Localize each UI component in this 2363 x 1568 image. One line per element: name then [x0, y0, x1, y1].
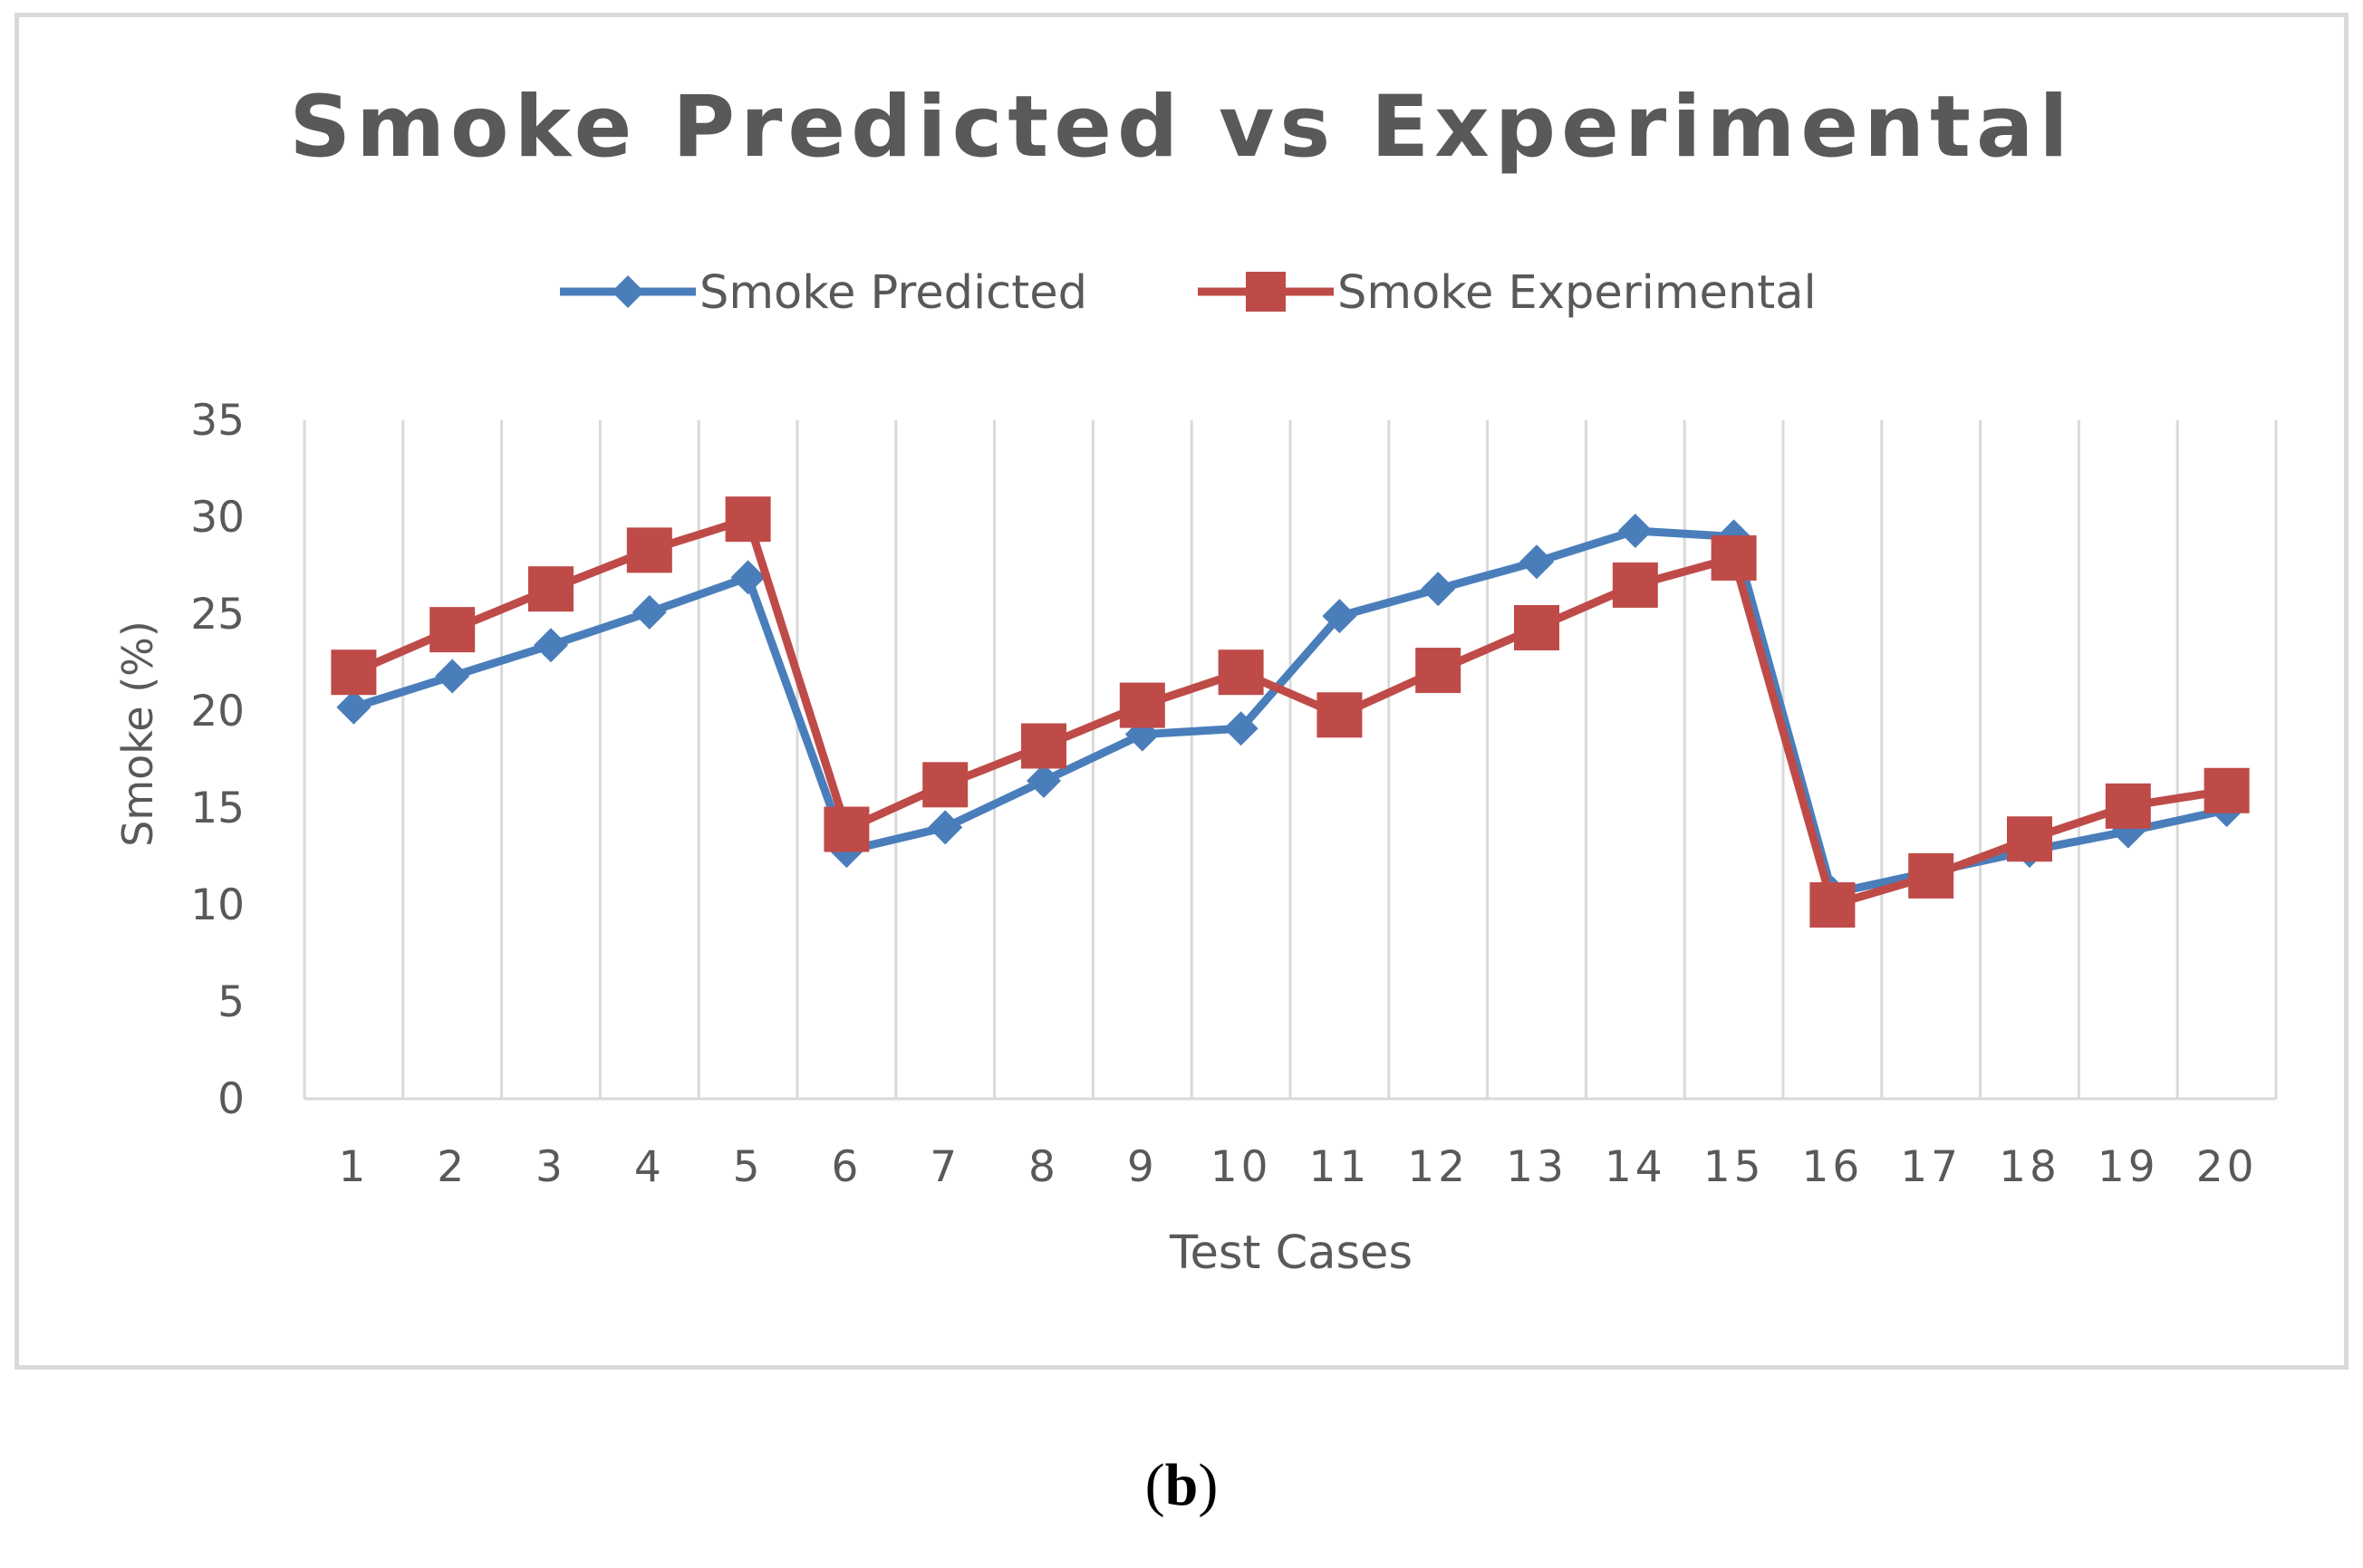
data-point-diamond: [534, 628, 568, 663]
chart-title: Smoke Predicted vs Experimental: [289, 78, 2073, 177]
x-tick-label: 20: [2196, 1142, 2258, 1192]
caption-letter: b: [1164, 1452, 1199, 1518]
data-point-diamond: [1617, 513, 1653, 548]
data-point-square: [1218, 649, 1264, 696]
data-point-diamond: [336, 689, 371, 725]
figure-caption: (b): [0, 1451, 2363, 1520]
x-tick-label: 3: [535, 1142, 566, 1192]
diamond-marker-icon: [612, 275, 644, 308]
data-point-square: [2007, 816, 2052, 862]
data-point-square: [429, 607, 476, 653]
y-tick-label: 30: [190, 493, 245, 543]
series-experimental: [331, 496, 2250, 928]
data-point-square: [2105, 783, 2151, 829]
y-axis-label: Smoke (%): [113, 620, 162, 847]
y-tick-label: 20: [190, 687, 245, 736]
data-point-diamond: [1421, 572, 1456, 607]
data-point-square: [528, 566, 574, 612]
series: [331, 496, 2250, 928]
y-tick-label: 35: [190, 396, 245, 446]
x-tick-label: 11: [1308, 1142, 1370, 1192]
x-tick-label: 9: [1127, 1142, 1158, 1192]
data-point-square: [1415, 648, 1461, 694]
legend-item-experimental: Smoke Experimental: [1198, 266, 1817, 320]
legend-label-experimental: Smoke Experimental: [1337, 266, 1817, 320]
data-point-diamond: [1223, 711, 1259, 746]
legend: Smoke Predicted Smoke Experimental: [560, 266, 1817, 320]
data-point-square: [1809, 882, 1856, 928]
data-point-square: [1612, 562, 1658, 608]
y-tick-label: 25: [190, 590, 245, 640]
data-point-diamond: [730, 560, 766, 595]
data-point-square: [1908, 852, 1954, 899]
square-marker-icon: [1246, 272, 1286, 312]
x-tick-label: 13: [1506, 1142, 1567, 1192]
data-point-square: [331, 649, 377, 696]
x-tick-label: 4: [634, 1142, 665, 1192]
data-point-square: [2204, 767, 2250, 813]
y-tick-label: 0: [217, 1074, 245, 1124]
x-tick-label: 2: [437, 1142, 468, 1192]
y-tick-label: 10: [190, 880, 245, 930]
caption-close-paren: ): [1198, 1452, 1219, 1518]
caption-open-paren: (: [1144, 1452, 1165, 1518]
x-tick-label: 5: [733, 1142, 764, 1192]
gridlines: [303, 420, 2278, 1099]
data-point-diamond: [928, 810, 963, 845]
legend-item-predicted: Smoke Predicted: [560, 266, 1087, 320]
data-point-square: [1317, 692, 1363, 738]
data-point-square: [1119, 682, 1165, 728]
data-point-diamond: [435, 659, 470, 694]
data-point-square: [1711, 534, 1757, 581]
x-tick-label: 6: [831, 1142, 862, 1192]
x-tick-label: 15: [1703, 1142, 1765, 1192]
data-point-diamond: [1027, 764, 1061, 799]
data-point-diamond: [1322, 599, 1357, 634]
x-tick-label: 12: [1407, 1142, 1469, 1192]
x-tick-label: 10: [1210, 1142, 1272, 1192]
x-tick-label: 16: [1801, 1142, 1863, 1192]
x-tick-label: 8: [1028, 1142, 1059, 1192]
x-tick-label: 14: [1605, 1142, 1666, 1192]
data-point-square: [1021, 723, 1066, 769]
data-point-diamond: [632, 594, 667, 630]
x-tick-label: 19: [2098, 1142, 2159, 1192]
data-point-diamond: [1519, 544, 1554, 580]
data-point-square: [626, 527, 672, 573]
data-point-square: [922, 762, 969, 808]
x-tick-label: 18: [1999, 1142, 2060, 1192]
data-point-square: [824, 806, 870, 852]
data-point-square: [1514, 604, 1559, 650]
x-tick-label: 17: [1900, 1142, 1962, 1192]
x-axis-label: Test Cases: [1169, 1227, 1413, 1280]
x-tick-label: 1: [338, 1142, 369, 1192]
x-tick-label: 7: [930, 1142, 960, 1192]
legend-label-predicted: Smoke Predicted: [699, 266, 1087, 320]
y-tick-label: 15: [190, 784, 245, 833]
y-tick-label: 5: [217, 977, 245, 1027]
data-point-square: [725, 496, 771, 543]
